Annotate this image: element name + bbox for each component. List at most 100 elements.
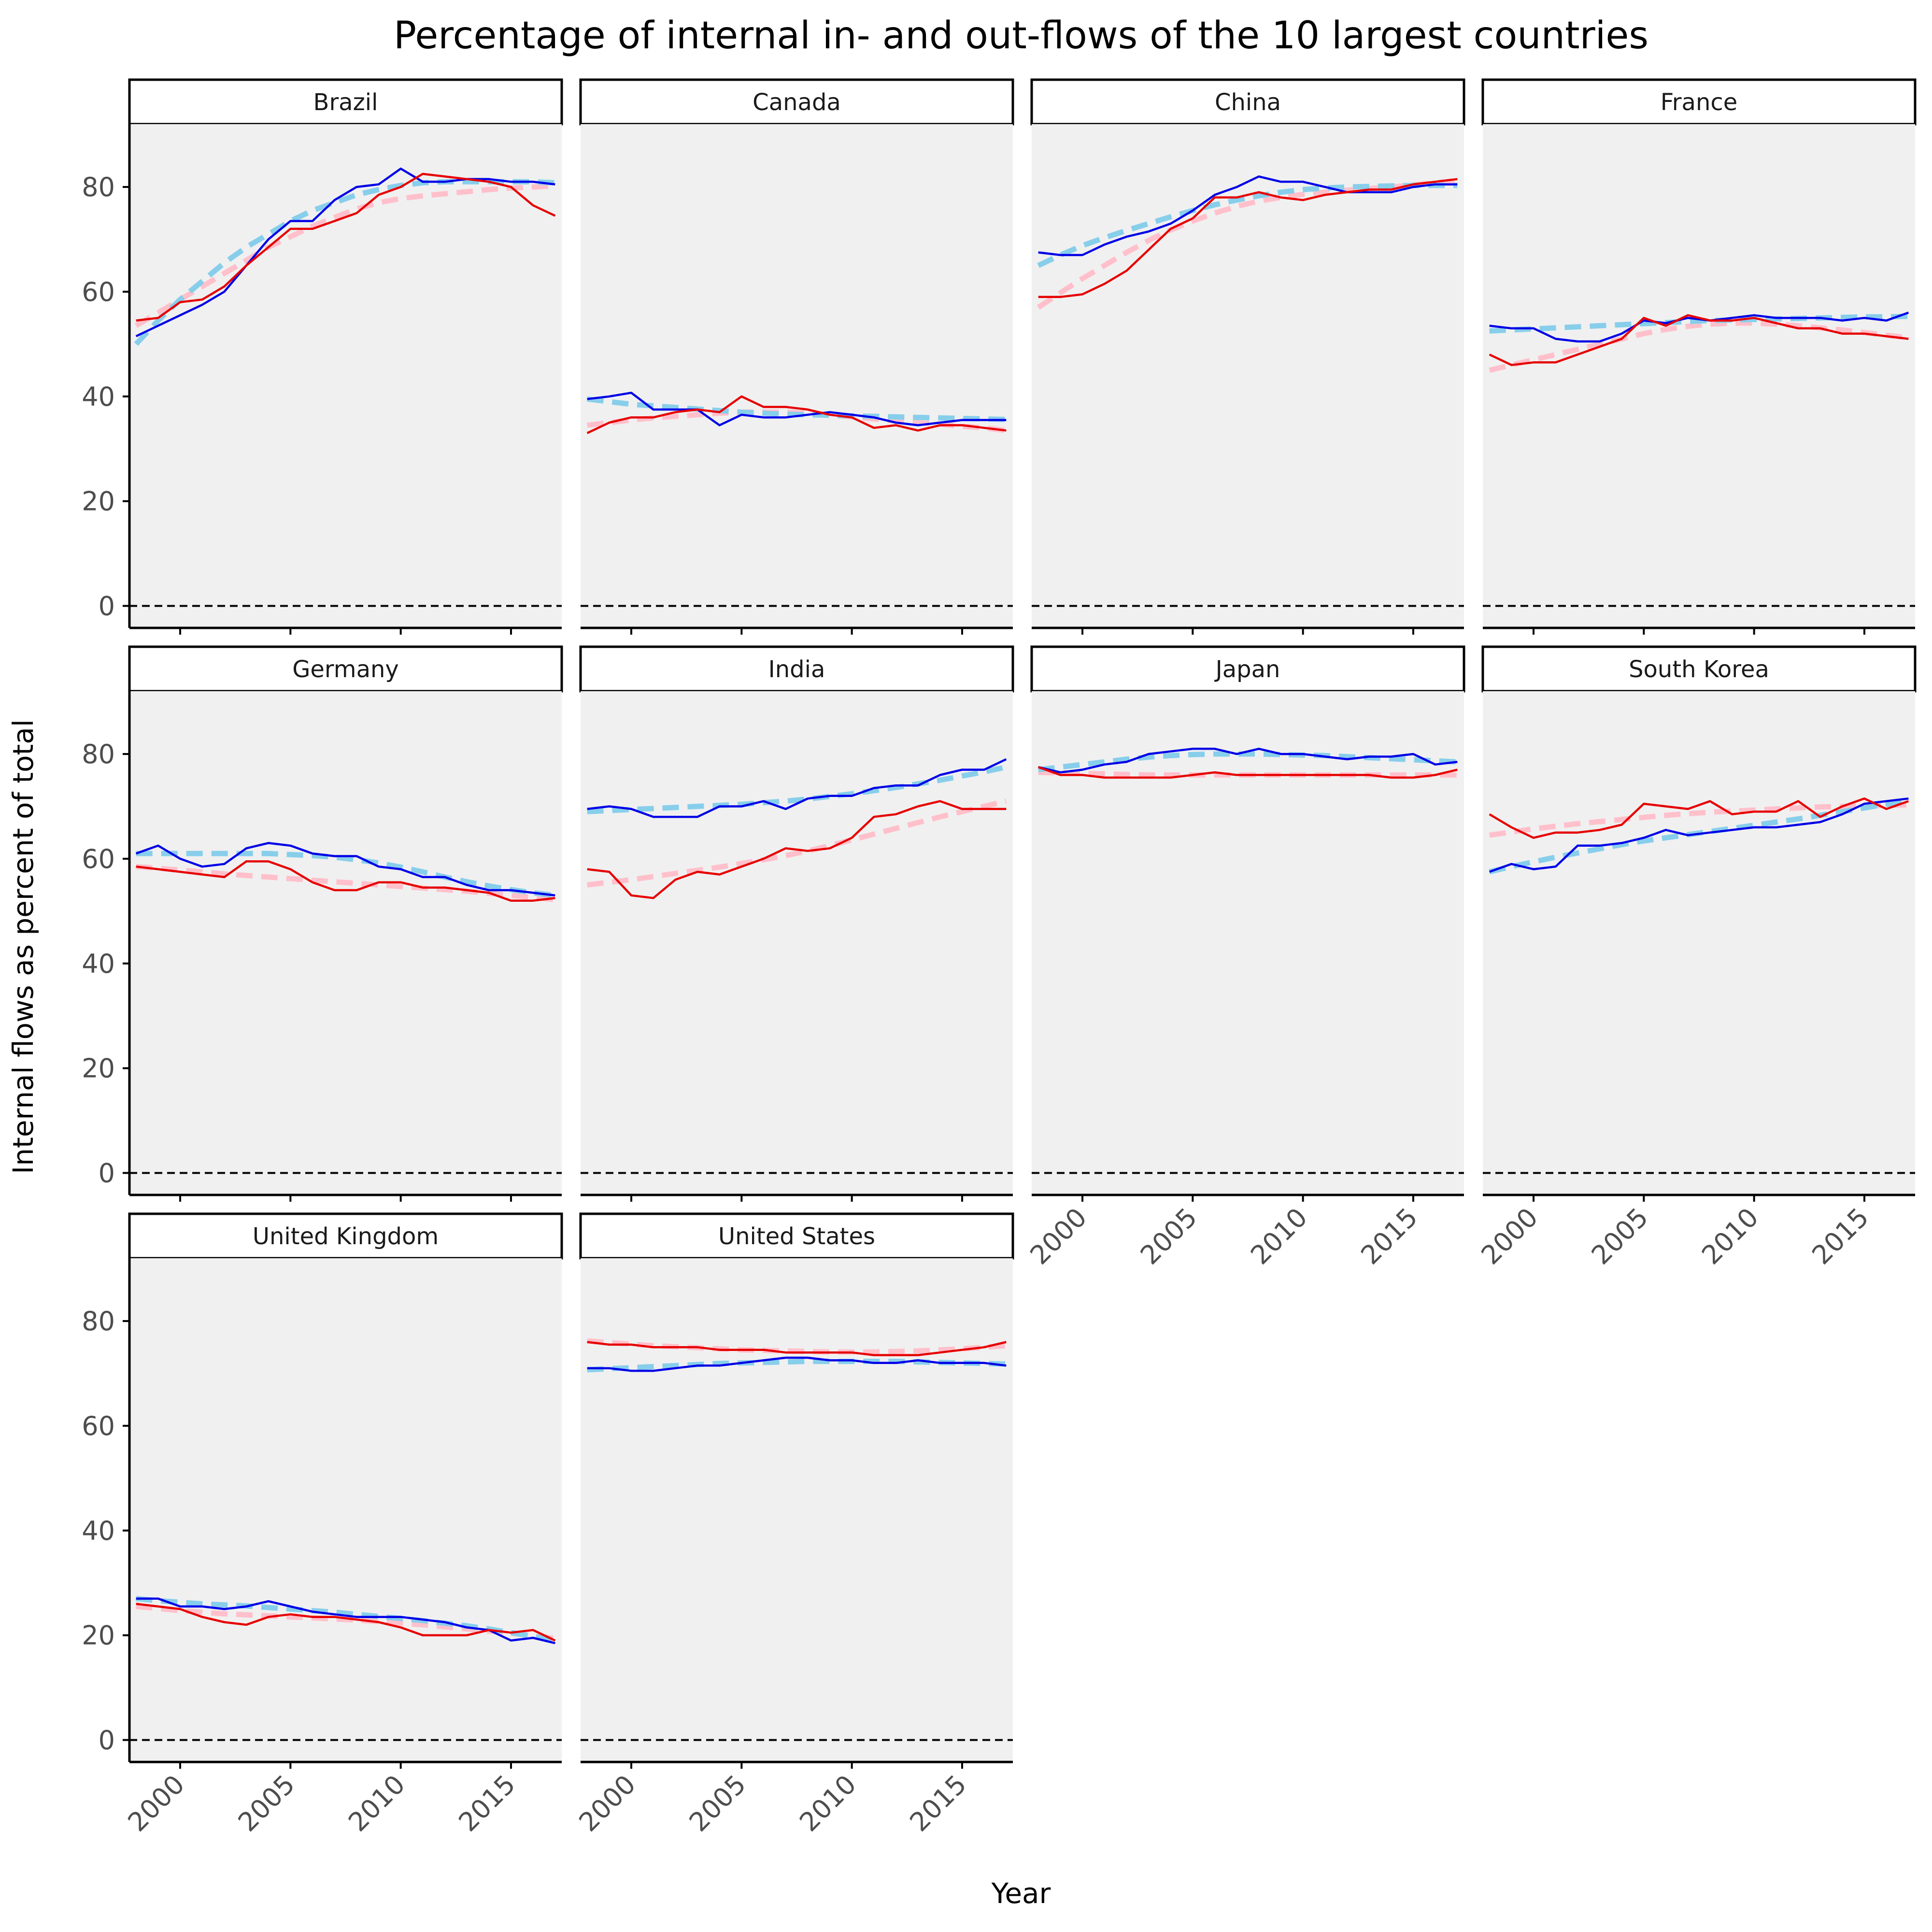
trend-line-blue: [136, 851, 555, 898]
series-line-blue: [136, 1597, 555, 1645]
panel-united-kingdom: United Kingdom 0 20 40 60 80 2000 2005 2010 2015: [82, 1212, 563, 1838]
y-tick-label: 80: [82, 739, 115, 769]
series-line-red: [136, 172, 556, 322]
y-tick-label: 40: [82, 949, 115, 979]
strip-label: United States: [718, 1223, 875, 1250]
x-tick-label: 2000: [1024, 1202, 1093, 1271]
strip-india: [579, 645, 1014, 693]
y-tick-label: 60: [82, 1411, 115, 1441]
panel-china: China: [1030, 78, 1465, 635]
trend-line-red: [134, 183, 555, 328]
x-tick-label: 2005: [1586, 1202, 1654, 1271]
series-line-red: [136, 860, 555, 902]
x-tick-label: 2015: [904, 1769, 972, 1838]
trend-line-red: [136, 864, 555, 902]
strip-label: United Kingdom: [253, 1223, 439, 1250]
series-line-red: [136, 1603, 556, 1642]
y-tick-label: 60: [82, 844, 115, 874]
strip-label: Japan: [1214, 656, 1280, 683]
trend-line-red: [1489, 802, 1909, 838]
panel-background: [581, 1258, 1013, 1762]
trend-line-blue: [587, 764, 1007, 814]
panel-south-korea: South Korea 2000 2005 2010 2015: [1475, 645, 1917, 1271]
x-tick-label: 2005: [1135, 1202, 1203, 1271]
trend-line-red: [587, 1338, 1007, 1355]
series-line-blue: [587, 391, 1007, 426]
trend-line-red: [136, 1604, 555, 1641]
trend-line-blue: [587, 1359, 1007, 1373]
trend-line-blue: [1038, 751, 1458, 773]
panel-background: [129, 124, 562, 628]
x-tick-label: 2015: [1355, 1202, 1423, 1271]
y-tick-label: 20: [82, 1620, 115, 1651]
series-line-red: [587, 800, 1007, 899]
strip-label: Brazil: [313, 89, 378, 116]
panel-background: [581, 691, 1013, 1195]
panel-india: India: [579, 645, 1014, 1202]
x-tick-label: 2000: [1475, 1202, 1544, 1271]
chart-title: Percentage of internal in- and out-flows…: [394, 14, 1648, 57]
trend-line-blue: [587, 396, 1007, 422]
panel-united-states: United States 2000 2005 2010 2015: [573, 1212, 1014, 1838]
strip-china: [1030, 78, 1465, 126]
series-line-red: [1038, 178, 1458, 298]
x-tick-label: 2010: [342, 1769, 411, 1838]
x-tick-label: 2010: [1245, 1202, 1313, 1271]
y-tick-label: 20: [82, 486, 115, 517]
strip-label: South Korea: [1629, 656, 1769, 683]
x-tick-label: 2010: [794, 1769, 862, 1838]
y-tick-label: 80: [82, 1306, 115, 1336]
panel-canada: Canada: [579, 78, 1014, 635]
x-tick-label: 2000: [122, 1769, 190, 1838]
panel-background: [129, 1258, 562, 1762]
panel-background: [1483, 691, 1915, 1195]
x-tick-label: 2015: [453, 1769, 521, 1838]
trend-line-blue: [136, 1596, 556, 1643]
trend-line-blue: [1489, 313, 1909, 334]
x-tick-label: 2000: [573, 1769, 641, 1838]
series-line-red: [1037, 766, 1458, 779]
series-line-red: [586, 395, 1007, 434]
series-line-blue: [135, 842, 555, 897]
y-tick-label: 40: [82, 382, 115, 412]
trend-line-blue: [1037, 183, 1458, 268]
y-tick-label: 0: [99, 591, 115, 621]
panel-brazil: Brazil 0 20 40 60 80: [82, 78, 563, 635]
x-tick-label: 2005: [683, 1769, 752, 1838]
y-axis-title: Internal flows as percent of total: [7, 719, 40, 1174]
series-line-blue: [1489, 312, 1909, 343]
y-tick-label: 20: [82, 1053, 115, 1084]
series-line-blue: [587, 758, 1007, 818]
y-tick-label: 0: [99, 1158, 115, 1188]
y-tick-label: 60: [82, 277, 115, 307]
series-line-red: [1489, 314, 1909, 366]
panel-france: France: [1481, 78, 1917, 635]
series-line-blue: [1489, 797, 1909, 873]
series-line-blue: [587, 1356, 1007, 1372]
y-tick-label: 80: [82, 172, 115, 202]
series-line-red: [587, 1341, 1007, 1356]
y-tick-label: 40: [82, 1516, 115, 1546]
series-line-blue: [135, 167, 555, 338]
panel-germany: Germany 0 20 40 60 80: [82, 645, 563, 1202]
series-line-red: [1489, 797, 1909, 839]
y-tick-label: 0: [99, 1725, 115, 1755]
trend-line-red: [1489, 320, 1909, 373]
x-tick-label: 2005: [232, 1769, 301, 1838]
panel-background: [129, 691, 562, 1195]
trend-line-red: [1037, 178, 1458, 310]
strip-label: Germany: [292, 656, 399, 683]
series-line-blue: [1038, 175, 1458, 256]
panel-japan: Japan 2000 2005 2010 2015: [1024, 645, 1465, 1271]
x-tick-label: 2010: [1696, 1202, 1764, 1271]
strip-france: [1481, 78, 1917, 126]
strip-label: China: [1215, 89, 1281, 116]
facet-panels: Brazil 0 20 40 60 80 Canada China France Germany 0…: [82, 78, 1917, 1838]
panel-background: [1032, 124, 1464, 628]
trend-line-red: [587, 798, 1007, 888]
series-line-blue: [1038, 748, 1458, 774]
x-tick-label: 2015: [1806, 1202, 1875, 1271]
panel-background: [1483, 124, 1915, 628]
strip-label: India: [768, 656, 825, 683]
